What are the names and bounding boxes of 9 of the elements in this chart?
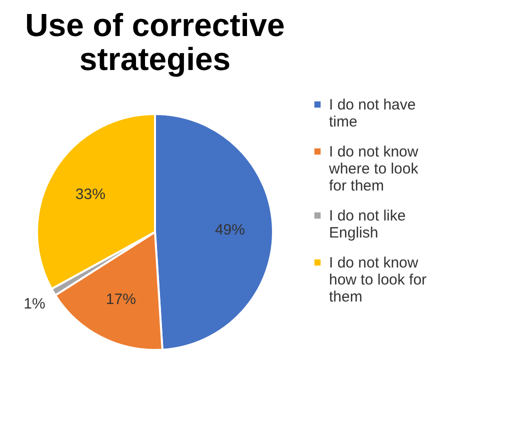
legend-label: I do not know how to look for them [329,254,427,306]
chart-title: Use of corrective strategies [25,7,285,77]
data-label: 49% [214,222,245,239]
legend-label: I do not know where to look for them [328,144,419,194]
data-label: 33% [75,186,106,203]
legend-label: I do not have time [329,96,416,130]
data-label: 1% [24,295,46,312]
legend-label: I do not like English [329,208,406,242]
data-label: 17% [106,290,136,308]
